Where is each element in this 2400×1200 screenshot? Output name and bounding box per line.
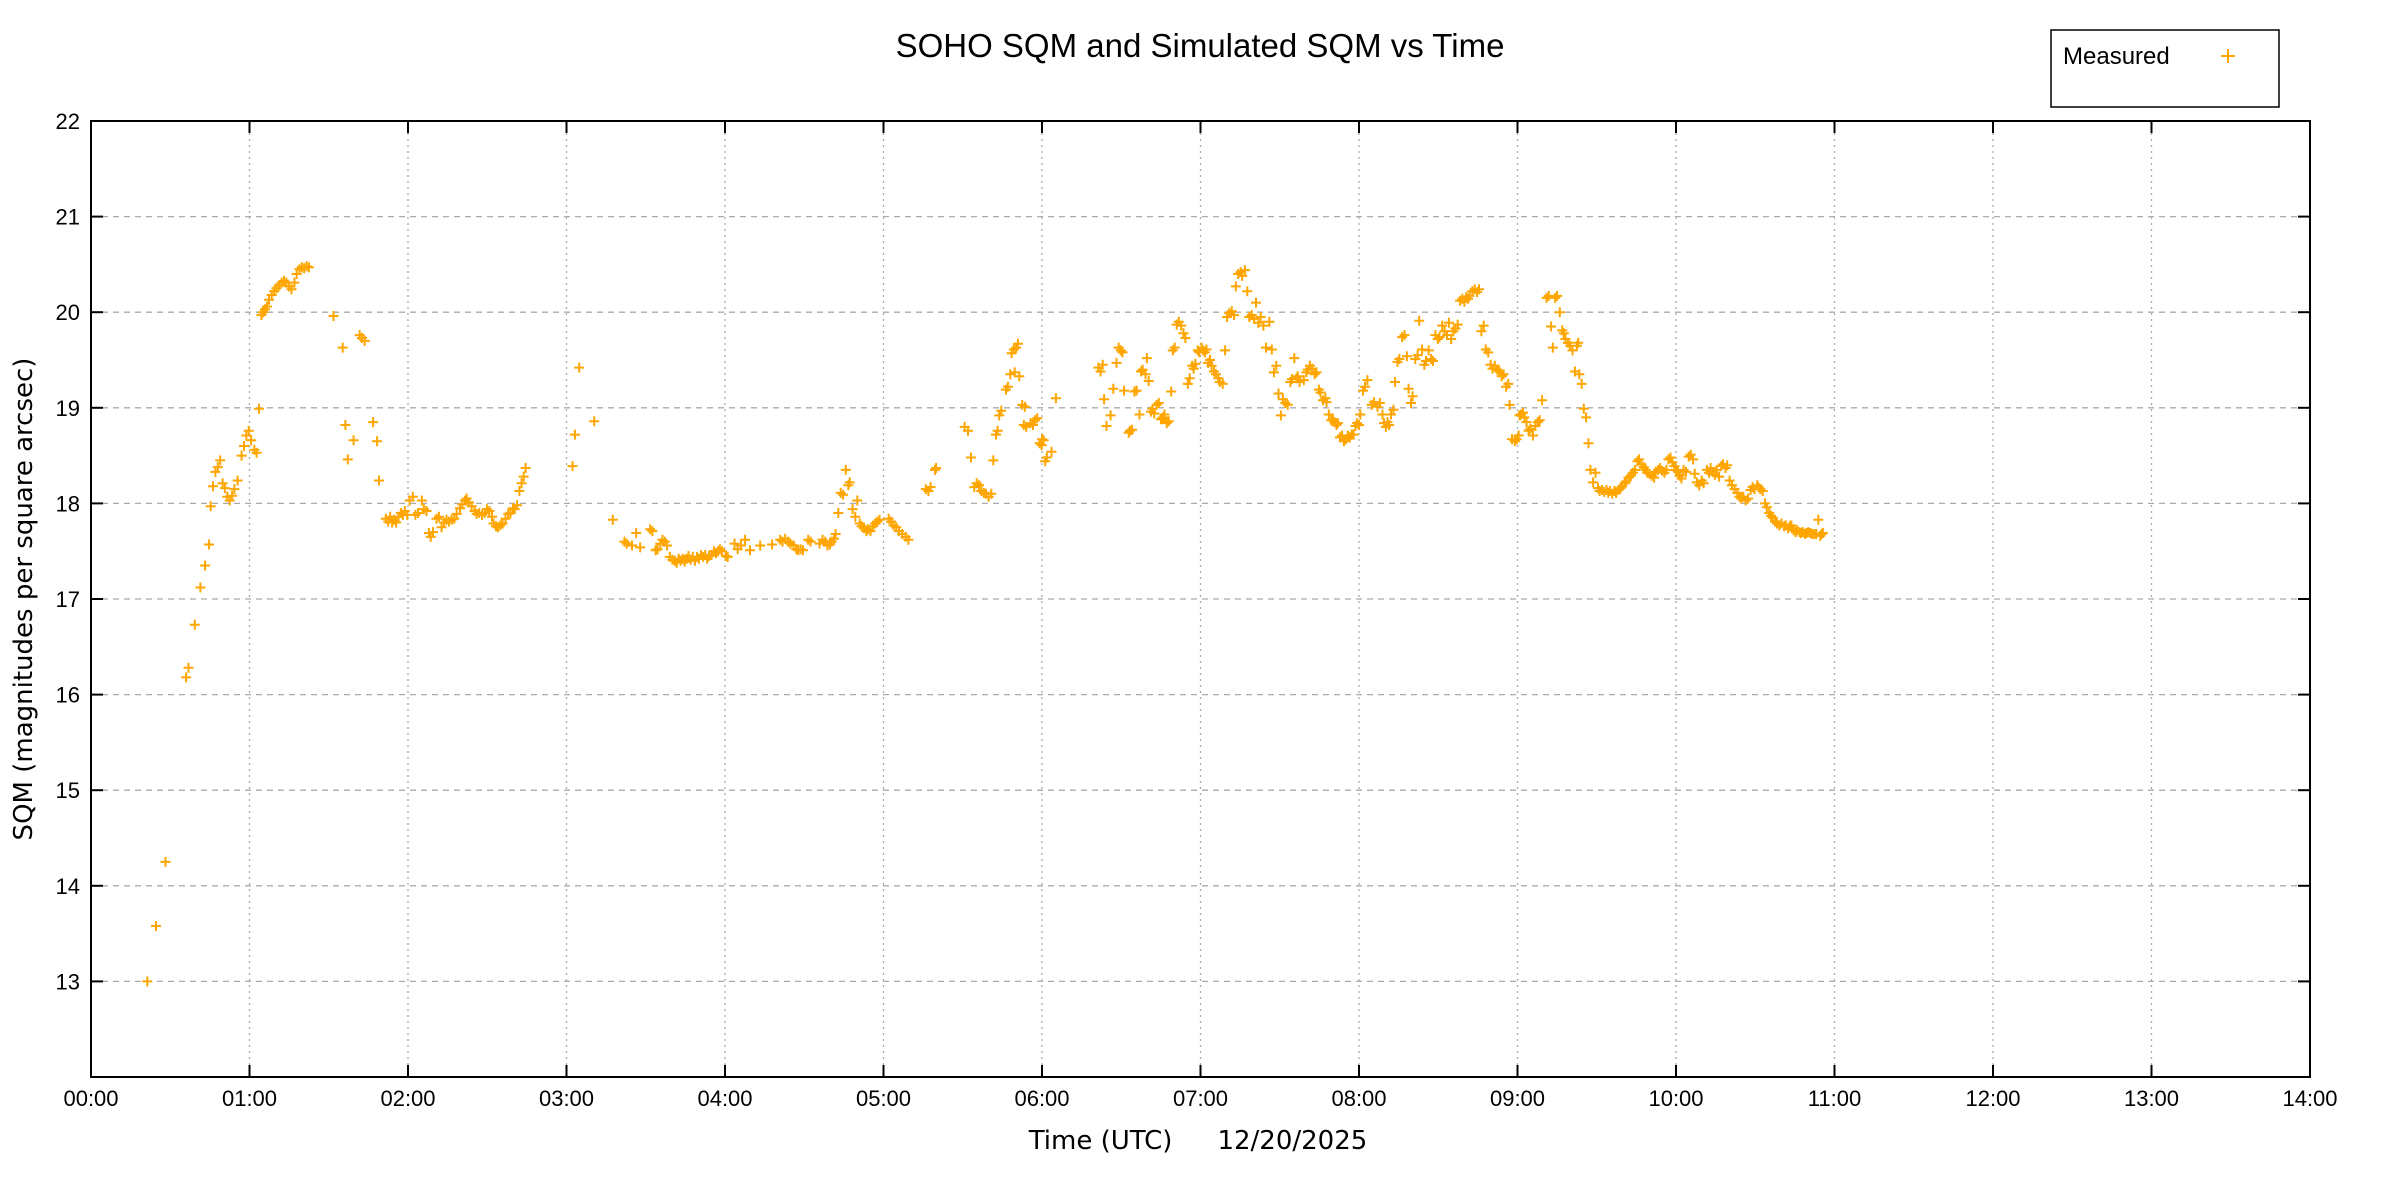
- y-tick-label: 21: [56, 205, 80, 230]
- x-tick-label: 12:00: [1965, 1086, 2020, 1111]
- series-measured-markers: [142, 261, 1828, 987]
- date-label: 12/20/2025: [1217, 1126, 1367, 1156]
- plot-border: [90, 120, 2311, 1078]
- x-tick-label: 14:00: [2282, 1086, 2337, 1111]
- x-axis-label: Time (UTC) 12/20/2025: [1028, 1126, 1368, 1156]
- y-tick-label: 22: [56, 109, 80, 134]
- chart-title: SOHO SQM and Simulated SQM vs Time: [896, 27, 1505, 64]
- x-tick-label: 02:00: [380, 1086, 435, 1111]
- gridlines: [91, 121, 2310, 1077]
- x-tick-label: 04:00: [697, 1086, 752, 1111]
- x-tick-label: 09:00: [1490, 1086, 1545, 1111]
- x-tick-label: 11:00: [1808, 1086, 1861, 1111]
- y-tick-label: 15: [56, 778, 80, 803]
- y-tick-label: 17: [56, 587, 80, 612]
- x-tick-label: 03:00: [539, 1086, 594, 1111]
- x-tick-label: 13:00: [2124, 1086, 2179, 1111]
- x-tick-label: 08:00: [1331, 1086, 1386, 1111]
- x-tick-label: 10:00: [1648, 1086, 1703, 1111]
- x-axis-label-text: Time (UTC): [1028, 1126, 1173, 1156]
- legend-frame: [2050, 29, 2280, 108]
- x-tick-label: 00:00: [63, 1086, 118, 1111]
- axis-ticks: [90, 120, 2311, 1077]
- legend-box: Measured: [2050, 29, 2280, 108]
- y-axis-label: SQM (magnitudes per square arcsec): [9, 358, 39, 841]
- x-tick-label: 07:00: [1173, 1086, 1228, 1111]
- y-tick-label: 13: [56, 969, 80, 994]
- data-points: [142, 261, 1828, 987]
- y-tick-label: 16: [56, 683, 80, 708]
- x-tick-label: 05:00: [856, 1086, 911, 1111]
- plus-marker-icon: [2221, 49, 2235, 63]
- x-tick-label: 01:00: [222, 1086, 277, 1111]
- y-tick-label: 20: [56, 300, 80, 325]
- x-tick-labels: 00:00 01:00 02:00 03:00 04:00 05:00 06:00 07:00…: [63, 1086, 2337, 1111]
- y-tick-label: 14: [56, 874, 80, 899]
- y-tick-labels: 13 14 15 16 17 18 19 20 21 22: [56, 109, 80, 994]
- y-tick-label: 18: [56, 491, 80, 516]
- legend-entry-label: Measured: [2063, 43, 2170, 70]
- y-tick-label: 19: [56, 396, 80, 421]
- x-tick-label: 06:00: [1014, 1086, 1069, 1111]
